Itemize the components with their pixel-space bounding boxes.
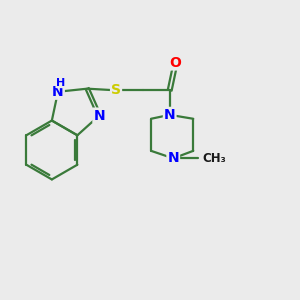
Text: CH₃: CH₃ xyxy=(203,152,226,165)
Text: N: N xyxy=(52,85,64,99)
Text: H: H xyxy=(56,78,65,88)
Text: N: N xyxy=(164,108,176,122)
Text: S: S xyxy=(111,83,121,97)
Text: N: N xyxy=(93,109,105,123)
Text: N: N xyxy=(167,152,179,165)
Text: O: O xyxy=(170,56,182,70)
